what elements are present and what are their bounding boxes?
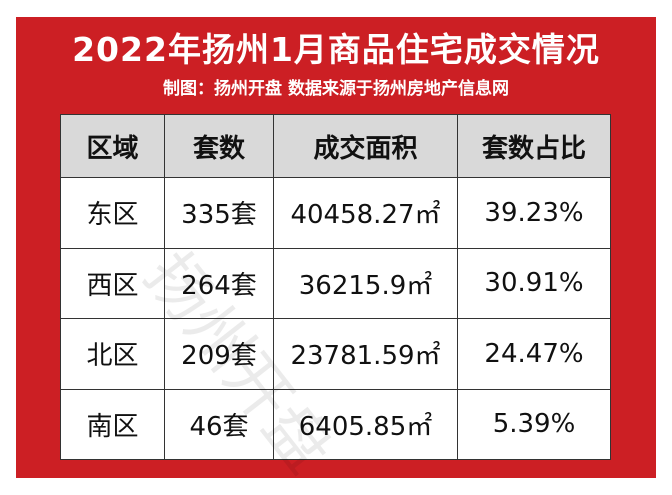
header-share: 套数占比: [457, 114, 611, 178]
cell-area: 40458.27㎡: [273, 177, 458, 249]
cell-area: 36215.9㎡: [273, 247, 458, 319]
cell-units: 335套: [164, 177, 274, 249]
header-units: 套数: [164, 114, 274, 178]
cell-region: 东区: [60, 177, 165, 249]
sales-table: 区域 套数 成交面积 套数占比 东区 335套 40458.27㎡ 39.23%…: [60, 114, 611, 460]
cell-units: 46套: [164, 388, 274, 460]
cell-area: 23781.59㎡: [273, 318, 458, 390]
table-row: 西区 264套 36215.9㎡ 30.91%: [60, 247, 611, 319]
source-caption: 制图：扬州开盘 数据来源于扬州房地产信息网: [163, 79, 509, 99]
cell-units: 264套: [164, 247, 274, 319]
cell-region: 南区: [60, 388, 165, 460]
table-row: 东区 335套 40458.27㎡ 39.23%: [60, 177, 611, 249]
table-row: 北区 209套 23781.59㎡ 24.47%: [60, 318, 611, 390]
header-region: 区域: [60, 114, 165, 178]
cell-share: 5.39%: [457, 388, 611, 460]
cell-region: 西区: [60, 247, 165, 319]
header-area: 成交面积: [273, 114, 458, 178]
table-row: 南区 46套 6405.85㎡ 5.39%: [60, 388, 611, 460]
page-title: 2022年扬州1月商品住宅成交情况: [72, 30, 600, 69]
report-card: 2022年扬州1月商品住宅成交情况 制图：扬州开盘 数据来源于扬州房地产信息网 …: [16, 17, 656, 478]
cell-units: 209套: [164, 318, 274, 390]
cell-area: 6405.85㎡: [273, 388, 458, 460]
cell-region: 北区: [60, 318, 165, 390]
cell-share: 39.23%: [457, 177, 611, 249]
cell-share: 30.91%: [457, 247, 611, 319]
cell-share: 24.47%: [457, 318, 611, 390]
table-header-row: 区域 套数 成交面积 套数占比: [60, 114, 611, 178]
